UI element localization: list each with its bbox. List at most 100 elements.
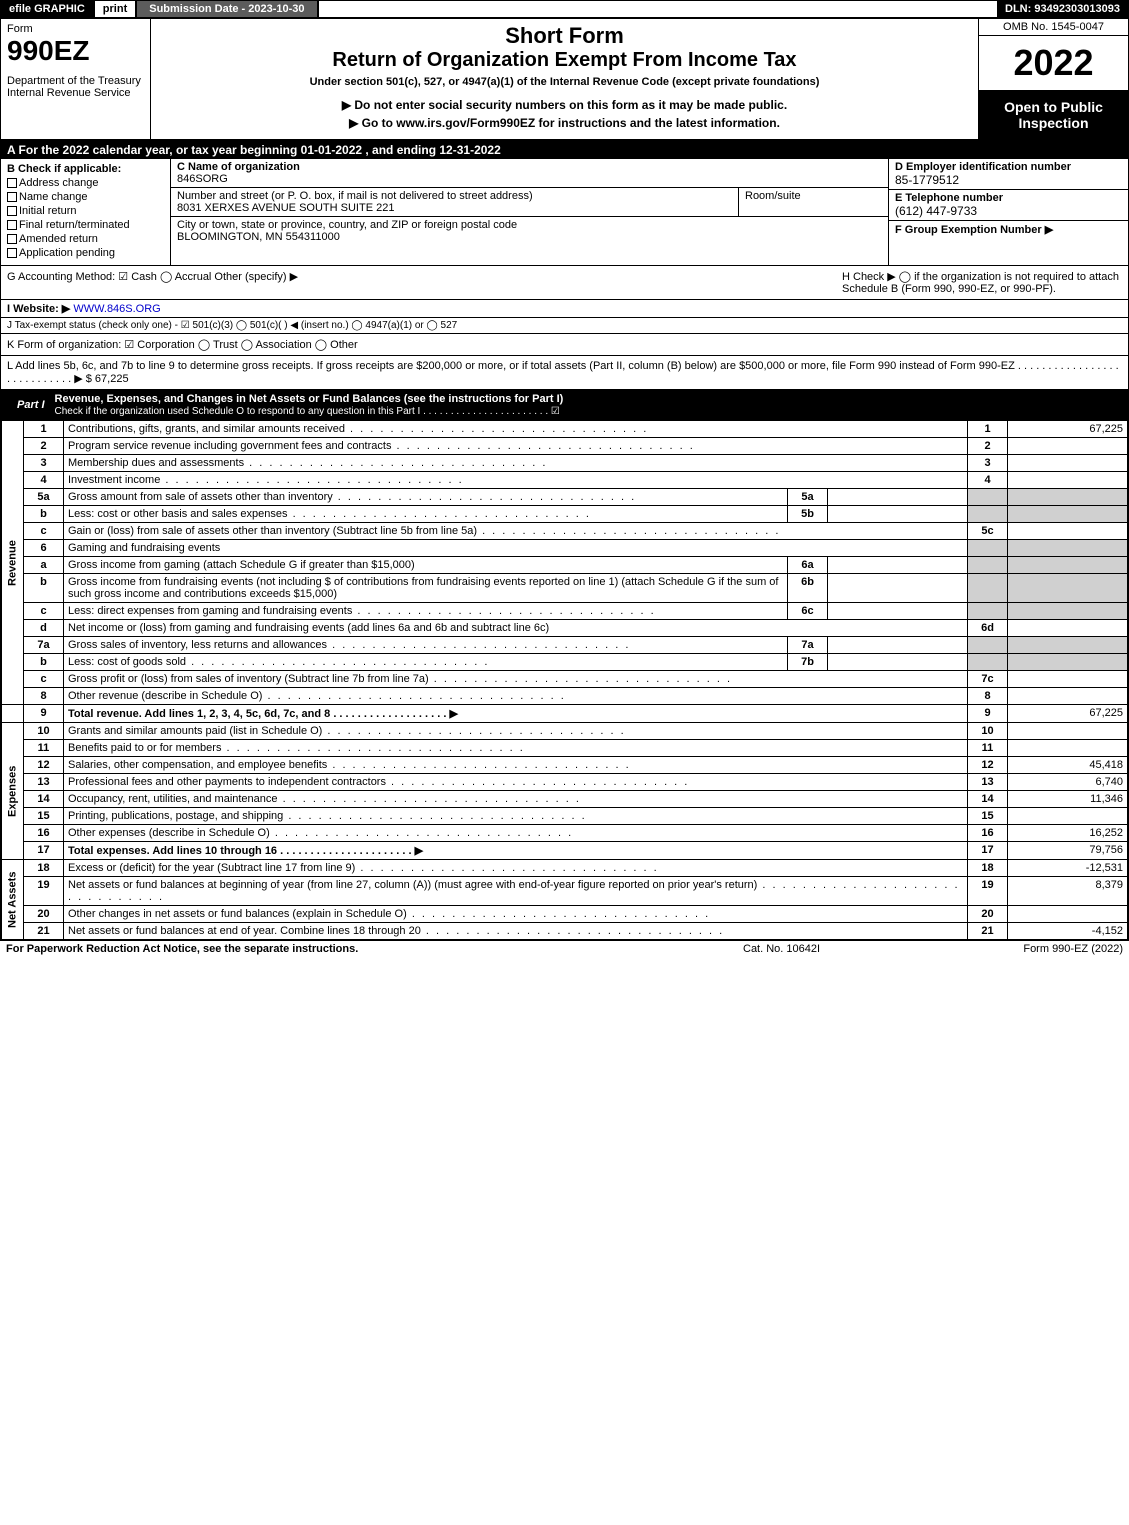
goto-link[interactable]: ▶ Go to www.irs.gov/Form990EZ for instru… — [159, 116, 970, 130]
e-value: (612) 447-9733 — [895, 204, 977, 218]
header-left: Form 990EZ Department of the Treasury In… — [1, 19, 151, 139]
row-k: K Form of organization: ☑ Corporation ◯ … — [1, 334, 1128, 356]
footer-right: Form 990-EZ (2022) — [943, 943, 1123, 955]
line-9: 9Total revenue. Add lines 1, 2, 3, 4, 5c… — [2, 705, 1128, 723]
line-12: 12Salaries, other compensation, and empl… — [2, 757, 1128, 774]
revenue-vlabel: Revenue — [2, 421, 24, 705]
line-desc: Contributions, gifts, grants, and simila… — [64, 421, 968, 438]
part-label: Part I — [7, 399, 55, 411]
return-title: Return of Organization Exempt From Incom… — [159, 49, 970, 72]
line-6: 6Gaming and fundraising events — [2, 540, 1128, 557]
line-13: 13Professional fees and other payments t… — [2, 774, 1128, 791]
room-label: Room/suite — [745, 190, 801, 202]
line-5b: bLess: cost or other basis and sales exp… — [2, 506, 1128, 523]
line-8: 8Other revenue (describe in Schedule O)8 — [2, 688, 1128, 705]
line-16: 16Other expenses (describe in Schedule O… — [2, 825, 1128, 842]
footer-mid: Cat. No. 10642I — [743, 943, 943, 955]
footer-left: For Paperwork Reduction Act Notice, see … — [6, 943, 743, 955]
line-6b: bGross income from fundraising events (n… — [2, 574, 1128, 603]
addr-label: Number and street (or P. O. box, if mail… — [177, 190, 533, 202]
under-section: Under section 501(c), 527, or 4947(a)(1)… — [159, 76, 970, 88]
do-not-enter: ▶ Do not enter social security numbers o… — [159, 98, 970, 112]
address-cell: Number and street (or P. O. box, if mail… — [171, 188, 738, 216]
line-7a: 7aGross sales of inventory, less returns… — [2, 637, 1128, 654]
form-header: Form 990EZ Department of the Treasury In… — [1, 19, 1128, 141]
room-cell: Room/suite — [738, 188, 888, 216]
chk-label: Final return/terminated — [19, 219, 130, 231]
line-rn: 1 — [968, 421, 1008, 438]
line-10: Expenses 10Grants and similar amounts pa… — [2, 723, 1128, 740]
address-row: Number and street (or P. O. box, if mail… — [171, 188, 888, 217]
line-5a: 5aGross amount from sale of assets other… — [2, 489, 1128, 506]
line-20: 20Other changes in net assets or fund ba… — [2, 906, 1128, 923]
org-name: 846SORG — [177, 173, 228, 185]
line-19: 19Net assets or fund balances at beginni… — [2, 877, 1128, 906]
form-number: 990EZ — [7, 35, 144, 67]
line-6a: aGross income from gaming (attach Schedu… — [2, 557, 1128, 574]
line-6d: dNet income or (loss) from gaming and fu… — [2, 620, 1128, 637]
tax-year: 2022 — [979, 36, 1128, 91]
chk-name-change[interactable]: Name change — [7, 191, 164, 203]
col-c: C Name of organization 846SORG Number an… — [171, 159, 888, 265]
col-b: B Check if applicable: Address change Na… — [1, 159, 171, 265]
part-title: Revenue, Expenses, and Changes in Net As… — [55, 393, 1122, 417]
line-6c: cLess: direct expenses from gaming and f… — [2, 603, 1128, 620]
line-14: 14Occupancy, rent, utilities, and mainte… — [2, 791, 1128, 808]
submission-date: Submission Date - 2023-10-30 — [137, 1, 318, 17]
print-button[interactable]: print — [95, 1, 137, 17]
addr-value: 8031 XERXES AVENUE SOUTH SUITE 221 — [177, 202, 394, 214]
omb-number: OMB No. 1545-0047 — [979, 19, 1128, 36]
d-value: 85-1779512 — [895, 173, 959, 187]
line-15: 15Printing, publications, postage, and s… — [2, 808, 1128, 825]
top-bar: efile GRAPHIC print Submission Date - 20… — [1, 1, 1128, 19]
c-label: C Name of organization — [177, 161, 300, 173]
part-title-text: Revenue, Expenses, and Changes in Net As… — [55, 393, 564, 405]
topbar-spacer — [319, 1, 997, 17]
chk-initial-return[interactable]: Initial return — [7, 205, 164, 217]
chk-label: Amended return — [19, 233, 98, 245]
website-link[interactable]: WWW.846S.ORG — [73, 303, 160, 315]
efile-label: efile GRAPHIC — [1, 1, 95, 17]
line-val: 67,225 — [1008, 421, 1128, 438]
line-21: 21Net assets or fund balances at end of … — [2, 923, 1128, 940]
chk-address-change[interactable]: Address change — [7, 177, 164, 189]
open-to-public: Open to Public Inspection — [979, 91, 1128, 139]
chk-label: Application pending — [19, 247, 115, 259]
line-11: 11Benefits paid to or for members11 — [2, 740, 1128, 757]
g-accounting: G Accounting Method: ☑ Cash ◯ Accrual Ot… — [7, 270, 842, 295]
line-num: 1 — [24, 421, 64, 438]
row-a: A For the 2022 calendar year, or tax yea… — [1, 141, 1128, 159]
lines-table: Revenue 1 Contributions, gifts, grants, … — [1, 420, 1128, 940]
part-i-header: Part I Revenue, Expenses, and Changes in… — [1, 390, 1128, 420]
line-3: 3Membership dues and assessments3 — [2, 455, 1128, 472]
form-word: Form — [7, 23, 144, 35]
netassets-vlabel: Net Assets — [2, 860, 24, 940]
chk-final-return[interactable]: Final return/terminated — [7, 219, 164, 231]
row-i: I Website: ▶ WWW.846S.ORG — [1, 300, 1128, 318]
chk-amended-return[interactable]: Amended return — [7, 233, 164, 245]
h-check: H Check ▶ ◯ if the organization is not r… — [842, 270, 1122, 295]
row-l: L Add lines 5b, 6c, and 7b to line 9 to … — [1, 356, 1128, 390]
chk-label: Initial return — [19, 205, 76, 217]
chk-application-pending[interactable]: Application pending — [7, 247, 164, 259]
f-label: F Group Exemption Number ▶ — [895, 224, 1053, 236]
f-row: F Group Exemption Number ▶ — [889, 221, 1128, 238]
chk-label: Name change — [19, 191, 88, 203]
d-label: D Employer identification number — [895, 161, 1071, 173]
department: Department of the Treasury Internal Reve… — [7, 75, 144, 99]
form-container: efile GRAPHIC print Submission Date - 20… — [0, 0, 1129, 941]
d-row: D Employer identification number 85-1779… — [889, 159, 1128, 190]
i-label: I Website: ▶ — [7, 303, 70, 315]
line-17: 17Total expenses. Add lines 10 through 1… — [2, 842, 1128, 860]
part-sub: Check if the organization used Schedule … — [55, 406, 560, 417]
line-4: 4Investment income4 — [2, 472, 1128, 489]
e-label: E Telephone number — [895, 192, 1003, 204]
chk-label: Address change — [19, 177, 99, 189]
line-7c: cGross profit or (loss) from sales of in… — [2, 671, 1128, 688]
b-label: B Check if applicable: — [7, 163, 164, 175]
line-2: 2Program service revenue including gover… — [2, 438, 1128, 455]
city-row: City or town, state or province, country… — [171, 217, 888, 245]
header-center: Short Form Return of Organization Exempt… — [151, 19, 978, 139]
header-right: OMB No. 1545-0047 2022 Open to Public In… — [978, 19, 1128, 139]
row-j: J Tax-exempt status (check only one) - ☑… — [1, 318, 1128, 334]
